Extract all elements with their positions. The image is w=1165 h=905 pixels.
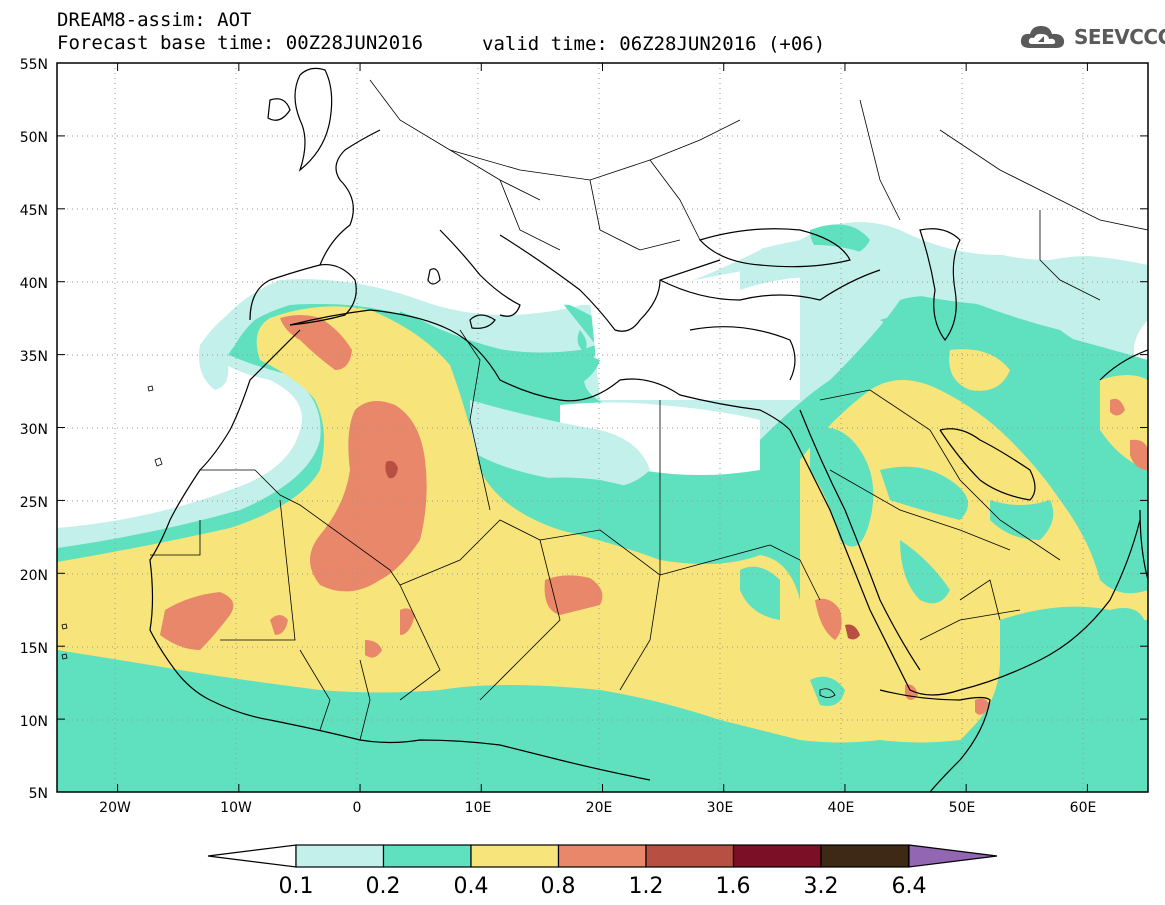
- lat-tick-label: 10N: [20, 714, 48, 730]
- aot-field: [57, 63, 1148, 792]
- country-borders: [150, 79, 1148, 741]
- lat-tick-label: 45N: [20, 203, 48, 219]
- lon-tick-label: 0: [353, 800, 362, 816]
- colorbar-label: 0.4: [454, 874, 489, 899]
- valid-time: valid time: 06Z28JUN2016 (+06): [482, 33, 826, 55]
- colorbar-swatch: [732, 844, 822, 868]
- lon-tick-label: 20W: [99, 800, 131, 816]
- colorbar-swatch: [645, 844, 735, 868]
- lon-tick-label: 10E: [465, 800, 492, 816]
- colorbar-high-arrow: [908, 844, 998, 868]
- colorbar-label: 0.8: [541, 874, 576, 899]
- lat-tick-label: 50N: [20, 130, 48, 146]
- colorbar-swatch: [382, 844, 472, 868]
- lat-tick-label: 35N: [20, 349, 48, 365]
- aot-band-1.2: [385, 460, 860, 640]
- lon-tick-label: 30E: [707, 800, 734, 816]
- colorbar-label: 3.2: [804, 874, 839, 899]
- lon-tick-label: 40E: [828, 800, 855, 816]
- islands: [61, 385, 836, 698]
- lat-tick-label: 20N: [20, 568, 48, 584]
- colorbar-swatch: [557, 844, 647, 868]
- seevccc-logo: SEEVCCC: [1018, 22, 1165, 52]
- lat-tick-label: 40N: [20, 276, 48, 292]
- colorbar: 0.1 0.2 0.4 0.8 1.2 1.6 3.2 6.4: [207, 844, 998, 899]
- colorbar-label: 6.4: [892, 874, 927, 899]
- colorbar-swatch: [470, 844, 560, 868]
- colorbar-swatch: [295, 844, 385, 868]
- colorbar-low-arrow: [207, 844, 297, 868]
- longitude-labels: 20W 10W 0 10E 20E 30E 40E 50E 60E: [99, 800, 1096, 816]
- lon-tick-label: 60E: [1070, 800, 1097, 816]
- graticule: [57, 63, 1148, 792]
- coastlines: [149, 67, 1148, 792]
- cloud-icon: [1020, 26, 1065, 48]
- lat-tick-label: 55N: [20, 57, 48, 73]
- lon-tick-label: 50E: [949, 800, 976, 816]
- lat-tick-label: 30N: [20, 422, 48, 438]
- lat-tick-label: 25N: [20, 495, 48, 511]
- aot-band-0.8: [160, 315, 1148, 715]
- map-title: DREAM8-assim: AOT: [57, 9, 252, 31]
- lat-tick-label: 15N: [20, 641, 48, 657]
- lon-tick-label: 20E: [586, 800, 613, 816]
- colorbar-label: 1.6: [716, 874, 751, 899]
- lat-tick-label: 5N: [29, 786, 48, 802]
- lon-tick-label: 10W: [220, 800, 252, 816]
- colorbar-label: 1.2: [629, 874, 664, 899]
- aot-band-0.2-streaks: [740, 427, 1148, 792]
- colorbar-swatch: [820, 844, 910, 868]
- axis-ticks: [57, 63, 1148, 792]
- logo-text: SEEVCCC: [1074, 25, 1165, 49]
- forecast-base-time: Forecast base time: 00Z28JUN2016: [57, 32, 424, 54]
- colorbar-label: 0.1: [279, 874, 314, 899]
- colorbar-label: 0.2: [366, 874, 401, 899]
- latitude-labels: 55N 50N 45N 40N 35N 30N 25N 20N 15N 10N …: [20, 57, 48, 802]
